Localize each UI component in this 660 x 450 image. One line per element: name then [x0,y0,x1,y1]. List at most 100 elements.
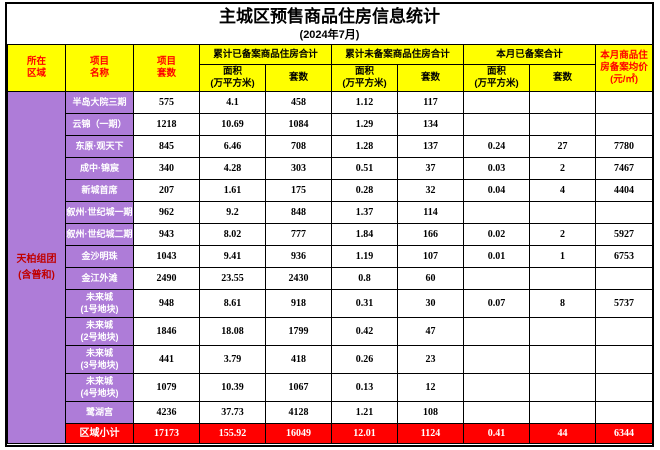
value-cell-n2: 134 [397,113,465,136]
value-cell-units: 943 [133,223,200,246]
subtotal-value-cell-price: 6344 [595,423,654,444]
value-cell-units: 1079 [133,373,200,402]
project-name-cell: 叙州·世纪城一期 [65,201,134,224]
value-cell-a2: 0.31 [331,289,399,318]
value-cell-n2: 47 [397,317,465,346]
value-cell-n2: 32 [397,179,465,202]
project-name-cell: 半岛大院三期 [65,91,134,114]
value-cell-units: 948 [133,289,200,318]
value-cell-n2: 117 [397,91,465,114]
value-cell-price: 5737 [595,289,654,318]
value-cell-a1: 4.28 [199,157,266,180]
value-cell-a1: 18.08 [199,317,266,346]
subtotal-value-cell-a3: 0.41 [463,423,531,444]
value-cell-n3 [529,113,597,136]
subtotal-value-cell-units: 17173 [133,423,200,444]
subtotal-value-cell-a2: 12.01 [331,423,399,444]
table-row: 天柏组团 (含普和) 半岛大院三期 575 4.1 458 1.12 117 [7,91,654,444]
value-cell-a1: 23.55 [199,267,266,290]
value-cell-a3: 0.03 [463,157,531,180]
table-row: 金沙明珠 1043 9.41 936 1.19 107 0.01 1 6753 [8,245,654,268]
table-row: 新城首席 207 1.61 175 0.28 32 0.04 4 4404 [8,179,654,202]
subtotal-value-cell-n1: 16049 [264,423,333,444]
value-cell-n1: 777 [264,223,333,246]
value-cell-n3 [529,401,597,424]
value-cell-price: 7780 [595,135,654,158]
value-cell-a3 [463,317,531,346]
project-name-cell: 叙州·世纪城二期 [65,223,134,246]
header-avg-price: 本月商品住 房备案均价 (元/㎡) [595,44,654,92]
value-cell-n1: 418 [264,345,333,374]
value-cell-units: 575 [133,91,200,114]
table-row: 未来城 (4号地块) 1079 10.39 1067 0.13 12 [8,373,654,402]
value-cell-n3 [529,317,597,346]
project-name-cell: 金沙明珠 [65,245,134,268]
region-cell: 天柏组团 (含普和) [7,91,66,444]
subtotal-value-cell-n2: 1124 [397,423,465,444]
value-cell-a2: 0.51 [331,157,399,180]
value-cell-price [595,345,654,374]
table-body: 天柏组团 (含普和) 半岛大院三期 575 4.1 458 1.12 117 云锦（一期） 12… [7,91,654,444]
value-cell-a2: 1.19 [331,245,399,268]
value-cell-units: 1043 [133,245,200,268]
project-name-cell: 云锦（一期） [65,113,134,136]
value-cell-price: 6753 [595,245,654,268]
value-cell-units: 4236 [133,401,200,424]
project-name-cell: 未来城 (2号地块) [65,317,134,346]
project-name-cell: 成中·锦宸 [65,157,134,180]
table-row: 东原·观天下 845 6.46 708 1.28 137 0.24 27 7780 [8,135,654,158]
header-project-units: 项目 套数 [133,44,200,92]
table-row: 未来城 (1号地块) 948 8.61 918 0.31 30 0.07 8 5737 [8,289,654,318]
value-cell-n3: 1 [529,245,597,268]
value-cell-n2: 60 [397,267,465,290]
value-cell-units: 441 [133,345,200,374]
subtotal-value-cell-n3: 44 [529,423,597,444]
value-cell-n1: 848 [264,201,333,224]
subheader-units-3: 套数 [529,64,597,92]
value-cell-a3 [463,113,531,136]
table-row: 未来城 (3号地块) 441 3.79 418 0.26 23 [8,345,654,374]
subtotal-row: 区域小计 17173 155.92 16049 12.01 1124 0.41 44 6344 [8,423,654,444]
value-cell-a3: 0.02 [463,223,531,246]
value-cell-n1: 1067 [264,373,333,402]
report-frame: 主城区预售商品住房信息统计 (2024年7月) 所在 区域 项目 名称 项目 套… [5,2,654,447]
value-cell-a1: 1.61 [199,179,266,202]
value-cell-n1: 303 [264,157,333,180]
value-cell-a1: 8.61 [199,289,266,318]
value-cell-price [595,91,654,114]
value-cell-a1: 37.73 [199,401,266,424]
subtotal-value-cell-a1: 155.92 [199,423,266,444]
value-cell-n2: 137 [397,135,465,158]
value-cell-price [595,267,654,290]
value-cell-a3 [463,401,531,424]
header-row-groups: 所在 区域 项目 名称 项目 套数 累计已备案商品住房合计 累计未备案商品住房合… [7,44,654,92]
value-cell-a2: 1.12 [331,91,399,114]
value-cell-n3: 8 [529,289,597,318]
project-name-cell: 新城首席 [65,179,134,202]
value-cell-n3 [529,267,597,290]
subheader-area-1: 面积 (万平方米) [199,64,266,92]
value-cell-n3 [529,345,597,374]
project-name-cell: 未来城 (1号地块) [65,289,134,318]
value-cell-n1: 708 [264,135,333,158]
value-cell-units: 340 [133,157,200,180]
header-project-name: 项目 名称 [65,44,134,92]
value-cell-price: 4404 [595,179,654,202]
project-name-cell: 鹭湖宫 [65,401,134,424]
value-cell-n2: 23 [397,345,465,374]
value-cell-n1: 4128 [264,401,333,424]
report-title: 主城区预售商品住房信息统计 [219,7,440,26]
value-cell-a3 [463,201,531,224]
value-cell-a2: 0.28 [331,179,399,202]
subheader-units-1: 套数 [264,64,333,92]
value-cell-n1: 1799 [264,317,333,346]
value-cell-n3: 27 [529,135,597,158]
report-subtitle: (2024年7月) [299,29,360,41]
value-cell-n3 [529,91,597,114]
value-cell-a2: 1.29 [331,113,399,136]
value-cell-n2: 114 [397,201,465,224]
value-cell-a1: 8.02 [199,223,266,246]
value-cell-a2: 0.8 [331,267,399,290]
value-cell-price [595,373,654,402]
value-cell-a3: 0.24 [463,135,531,158]
